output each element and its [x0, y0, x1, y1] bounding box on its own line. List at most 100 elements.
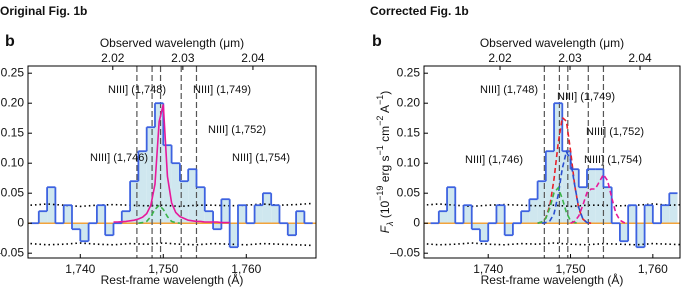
bar-fill: [38, 211, 48, 224]
bar-fill: [504, 223, 513, 236]
y-tick-label: 0.25: [1, 65, 25, 79]
fit-curve: [138, 204, 180, 224]
noise-line: [424, 242, 680, 246]
axes-frame: [423, 65, 681, 259]
y-label-sub: λ: [385, 222, 395, 227]
y-label-sup: −19: [375, 186, 385, 201]
y-tick-label: 0.15: [397, 125, 421, 139]
bar-fill: [196, 187, 205, 224]
bar-fill: [221, 199, 230, 224]
x2-tick-label: 2.03: [558, 51, 582, 65]
bar-fill: [447, 187, 456, 224]
bar-fill: [179, 181, 189, 224]
panel-label: b: [5, 33, 15, 50]
y-label-part: A: [378, 105, 392, 116]
y-tick-label: 0.20: [1, 95, 25, 109]
bar-fill: [204, 211, 214, 224]
bar-fill: [105, 223, 114, 236]
bar-fill: [570, 169, 579, 224]
bar-fill: [188, 169, 197, 224]
fit-curve: [541, 149, 592, 224]
x-tick-label: 1,740: [65, 262, 95, 276]
x-tick-label: 1,740: [473, 262, 503, 276]
bar-fill: [669, 193, 678, 224]
x-tick-label: 1,760: [231, 262, 261, 276]
fit-curve: [113, 104, 230, 224]
bar-fill: [521, 211, 530, 224]
bar-fill: [237, 205, 247, 224]
bar-fill: [130, 181, 139, 224]
y-tick-label: 0.15: [1, 125, 25, 139]
annotation: NIII] (1,749): [193, 84, 251, 96]
noise-line: [30, 242, 313, 247]
y-tick-label: 0.10: [397, 155, 421, 169]
x-axis-label: Rest-frame wavelength (Å): [481, 272, 624, 287]
bar-fill: [287, 223, 297, 236]
bar-fill: [496, 205, 505, 224]
bar-fill: [47, 187, 56, 224]
bar-fill: [213, 223, 222, 230]
bar-fill: [661, 205, 670, 224]
bar-fill: [471, 223, 480, 230]
plot-area: [424, 66, 680, 258]
bar-fill: [545, 151, 555, 224]
y-tick-label: –0.05: [390, 245, 420, 259]
bar-fill: [554, 103, 563, 224]
bar-fill: [595, 169, 604, 224]
y-label-sup: −1: [375, 95, 385, 105]
y-label-sup: −2: [375, 116, 385, 126]
bar-fill: [262, 193, 272, 224]
annotation: NIII] (1,748): [108, 84, 166, 96]
y-tick-label: 0: [413, 215, 420, 229]
y-label-part: (10: [378, 201, 392, 222]
annotation: NIII] (1,754): [232, 152, 290, 164]
bar-fill: [146, 127, 155, 224]
panel: Original Fig. 1b b Observed wavelength (μm…: [0, 4, 317, 287]
axes-frame: [27, 65, 317, 259]
annotation: NIII] (1,746): [90, 152, 148, 164]
x2-axis-label: Observed wavelength (μm): [100, 36, 244, 50]
bar-fill: [463, 205, 472, 224]
y-axis-label: Fλ (10−19 erg s−1 cm−2 A−1): [375, 91, 395, 234]
y-label-part: ): [378, 91, 392, 95]
y-tick-label: 0.20: [397, 95, 421, 109]
bar-fill: [628, 205, 637, 224]
x-tick-label: 1,760: [638, 262, 668, 276]
bar-fill: [71, 223, 81, 230]
bar-fill: [479, 223, 489, 242]
plot-area: [28, 66, 316, 258]
x-tick-label: 1,750: [556, 262, 586, 276]
bar-fill: [296, 211, 305, 224]
noise-line: [424, 203, 680, 208]
annotation: NIII] (1,746): [465, 154, 523, 166]
bar-fill: [163, 145, 172, 224]
bar-fill: [578, 187, 587, 224]
y-tick-label: 0.10: [1, 155, 25, 169]
bar-fill: [562, 151, 571, 224]
bar-fill: [619, 223, 629, 242]
bar-fill: [63, 205, 72, 224]
annotation: NIII] (1,752): [586, 126, 644, 138]
bar-fill: [154, 103, 164, 224]
annotation: NIII] (1,749): [557, 91, 615, 103]
x-tick-label: 1,750: [148, 262, 178, 276]
panel-label: b: [372, 33, 382, 50]
panel: Corrected Fig. 1b b Observed wavelength (μ…: [370, 4, 681, 287]
y-tick-label: –0.05: [0, 245, 24, 259]
bar-fill: [254, 205, 263, 224]
bar-fill: [80, 223, 89, 242]
y-label-part: erg s: [378, 156, 392, 186]
x2-tick-label: 2.03: [171, 51, 195, 65]
x-axis-label: Rest-frame wavelength (Å): [101, 272, 244, 287]
y-tick-label: 0: [17, 215, 24, 229]
bar-fill: [229, 223, 238, 248]
bar-fill: [138, 151, 147, 224]
y-tick-label: 0.05: [397, 185, 421, 199]
bar-fill: [644, 205, 653, 224]
panel-title: Original Fig. 1b: [0, 4, 87, 18]
x2-tick-label: 2.02: [101, 51, 125, 65]
bar-fill: [438, 211, 448, 224]
